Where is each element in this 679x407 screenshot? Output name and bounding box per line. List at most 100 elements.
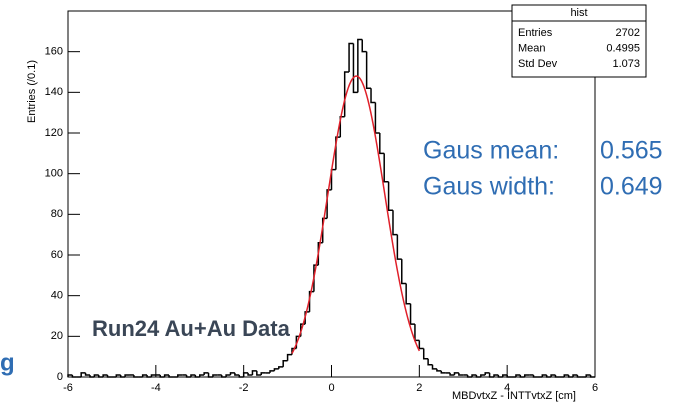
x-tick-label: 2	[416, 382, 422, 394]
histogram-bin	[168, 374, 174, 378]
histogram-bin	[146, 374, 152, 378]
histogram-bin	[506, 374, 512, 378]
histogram-bin	[102, 374, 108, 377]
histogram-bin	[493, 374, 499, 377]
histogram-bin	[440, 370, 446, 374]
histogram-bin	[115, 374, 121, 377]
histogram-bin	[150, 374, 156, 377]
y-tick-label: 120	[45, 127, 63, 139]
histogram-bin	[572, 374, 578, 377]
histogram-bin	[475, 374, 481, 378]
histogram-bin	[177, 374, 183, 377]
histogram-bin	[119, 374, 126, 378]
y-tick-label: 100	[45, 168, 63, 180]
y-tick-label: 0	[57, 371, 63, 383]
x-axis-label: MBDvtxZ - INTTvtxZ [cm]	[452, 390, 576, 402]
histogram-bin	[282, 359, 288, 367]
histogram-bin	[308, 290, 314, 312]
histogram-bin	[273, 368, 279, 371]
histogram-bin	[532, 374, 538, 378]
histogram-bin	[414, 324, 420, 342]
histogram-bin	[89, 374, 95, 378]
histogram-bin	[278, 366, 284, 369]
histogram-bin	[321, 217, 328, 243]
histogram-bin	[387, 181, 393, 212]
histogram-bin	[133, 374, 139, 378]
histogram-bin	[436, 368, 442, 372]
histogram-bin	[409, 303, 415, 325]
y-axis-label: Entries (/0.1)	[26, 60, 38, 123]
histogram-bin	[589, 374, 595, 378]
cut-text: g	[0, 349, 15, 376]
histogram-bin	[225, 374, 231, 377]
histogram-bin	[141, 374, 148, 377]
histogram-bin	[93, 374, 99, 377]
histogram-bin	[427, 358, 433, 366]
histogram-bin	[234, 372, 240, 376]
histogram-bin	[80, 372, 86, 377]
histogram-bin	[550, 374, 556, 377]
histogram-bin	[326, 189, 332, 219]
histogram-bin	[124, 374, 130, 377]
gaus-fit	[291, 75, 421, 354]
x-tick-label: -4	[151, 382, 161, 394]
stats-box	[511, 4, 647, 78]
histogram-bin	[269, 370, 275, 373]
x-tick-label: 0	[328, 382, 334, 394]
histogram-bin	[260, 372, 266, 375]
stats-label: Entries	[518, 27, 553, 39]
histogram-bin	[523, 374, 530, 377]
histogram-bin	[545, 374, 552, 378]
histogram-bin	[220, 374, 227, 378]
x-tick-label: -2	[239, 382, 249, 394]
histogram-bin	[330, 168, 336, 190]
histogram-bin	[286, 353, 292, 361]
stats-value: 1.073	[612, 58, 640, 70]
stats-value: 2702	[616, 27, 640, 39]
histogram-bin	[106, 374, 112, 378]
histogram-bin	[247, 372, 253, 376]
annotation-label: Gaus width:	[423, 173, 555, 201]
histogram-bin	[185, 374, 191, 378]
histogram-bin	[480, 374, 486, 377]
histogram-bin	[422, 348, 429, 360]
stats-title: hist	[570, 7, 587, 19]
histogram-bin	[242, 372, 249, 377]
histogram-bin	[203, 372, 209, 375]
y-tick-label: 140	[45, 86, 63, 98]
histogram-bin	[576, 374, 582, 378]
annotation-value: 0.649	[600, 173, 663, 201]
histogram-bin	[502, 374, 508, 377]
histogram-bin	[335, 136, 341, 170]
stats-label: Std Dev	[518, 58, 558, 70]
histogram-bin	[370, 88, 376, 104]
histogram-bin	[352, 43, 358, 94]
histogram-bin	[515, 374, 521, 377]
histogram-bin	[229, 372, 235, 375]
histogram-bin	[256, 370, 262, 376]
histogram-bin	[431, 364, 437, 370]
y-tick-label: 160	[45, 46, 63, 58]
stats-label: Mean	[518, 42, 546, 54]
histogram-bin	[466, 374, 473, 378]
histogram-bin	[458, 372, 464, 376]
histogram-bin	[361, 39, 367, 53]
histogram-bin	[392, 210, 398, 236]
x-tick-label: 4	[504, 382, 510, 394]
histogram-bin	[194, 374, 200, 378]
histogram-bin	[199, 374, 205, 377]
histogram-bin	[401, 259, 407, 285]
histogram-bin	[317, 242, 323, 266]
histogram-bin	[488, 372, 494, 378]
histogram-bin	[238, 374, 244, 378]
histogram-bin	[67, 374, 73, 377]
histogram-bin	[374, 102, 380, 134]
histogram-bin	[453, 372, 459, 375]
histogram-bin	[71, 374, 77, 378]
y-tick-label: 60	[51, 249, 63, 261]
histogram-bin	[567, 374, 574, 378]
annotation-label: Gaus mean:	[423, 137, 559, 165]
histogram-bin	[471, 374, 477, 377]
histogram-bin	[159, 374, 165, 378]
